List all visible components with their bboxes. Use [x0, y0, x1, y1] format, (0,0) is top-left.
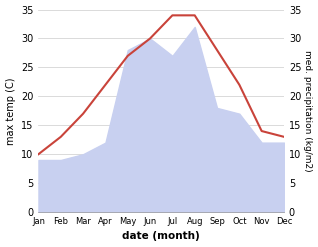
Y-axis label: max temp (C): max temp (C)	[5, 77, 16, 144]
X-axis label: date (month): date (month)	[122, 231, 200, 242]
Y-axis label: med. precipitation (kg/m2): med. precipitation (kg/m2)	[303, 50, 313, 172]
